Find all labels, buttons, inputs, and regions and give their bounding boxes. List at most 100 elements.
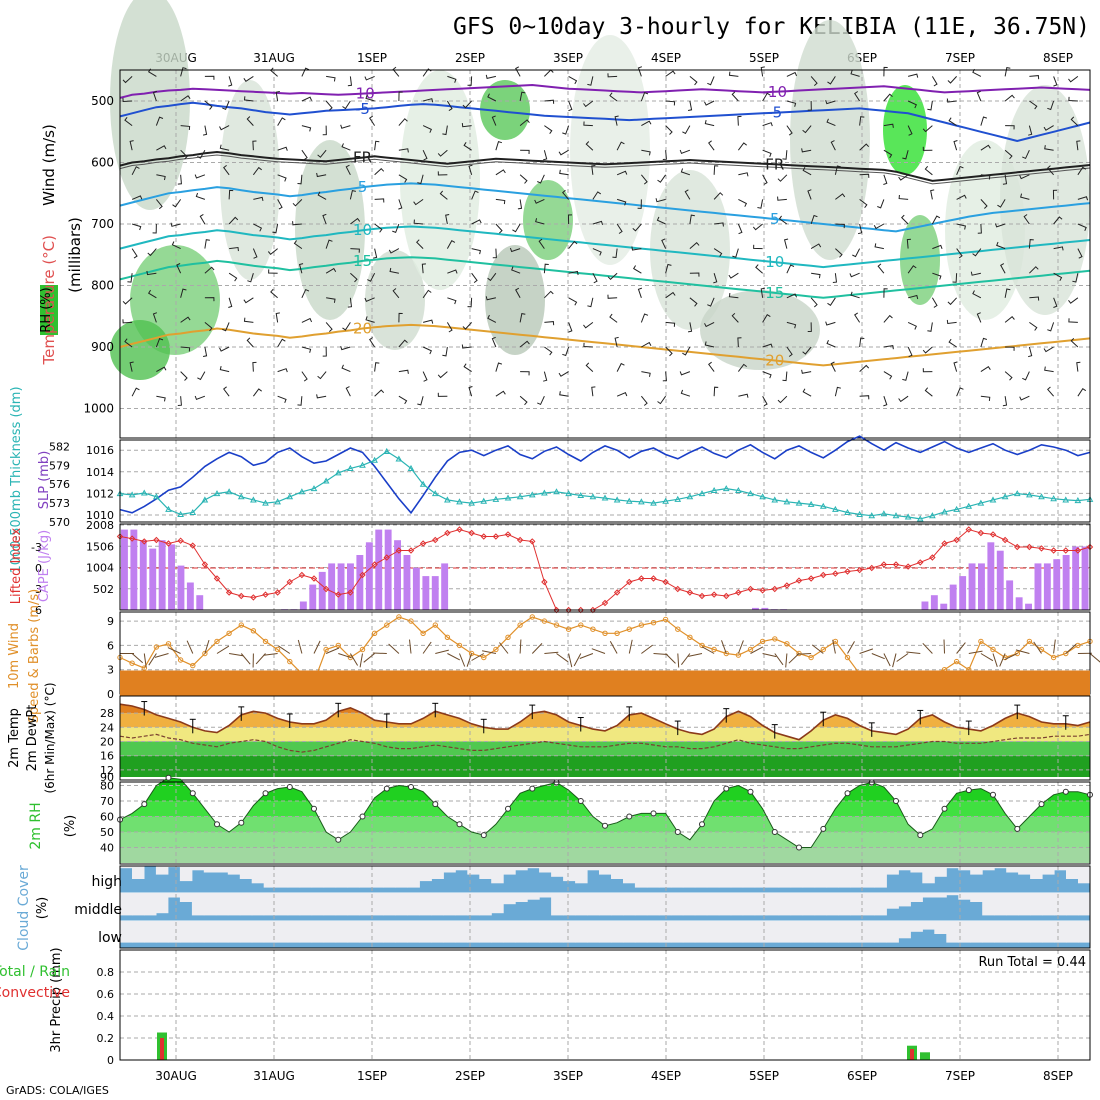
wind-barb — [277, 146, 288, 151]
wind-speed-marker — [274, 646, 281, 653]
wind-barb — [204, 322, 213, 332]
lifted-marker — [1050, 547, 1057, 554]
cape-bar — [1072, 546, 1080, 610]
wind10-barb — [980, 653, 994, 662]
wind-barb — [124, 116, 133, 126]
wind-barb — [417, 174, 424, 185]
wind-barb — [689, 214, 695, 225]
wind-barb — [277, 199, 283, 210]
temp-tick-label: 12 — [100, 764, 114, 777]
wind-barb — [662, 150, 667, 160]
wind-barb — [467, 297, 473, 308]
wind-barb — [762, 149, 772, 157]
wind-barb — [253, 223, 263, 232]
wind-barb — [365, 316, 375, 323]
wind-barb — [388, 248, 400, 254]
cloud-clear-cell — [658, 866, 672, 888]
wind-barb — [753, 244, 763, 250]
wind-barb — [762, 395, 768, 407]
wind-barb — [1029, 266, 1039, 274]
cloud-panel: high middle low — [74, 865, 1091, 949]
wind10-barb — [148, 653, 157, 666]
rh-marker — [456, 821, 463, 828]
wind-barb — [616, 223, 623, 234]
cloud-clear-cell — [1018, 866, 1031, 875]
bottom-date-label: 7SEP — [945, 1069, 975, 1083]
cloud-clear-cell — [551, 893, 564, 916]
cloud-clear-cell — [778, 866, 792, 888]
cloud-clear-cell — [227, 866, 241, 875]
wind-barb — [859, 395, 870, 400]
wind-barb — [802, 388, 812, 397]
wind-barb — [786, 264, 795, 274]
wind-barb — [883, 123, 894, 128]
wind10-barb — [943, 639, 945, 654]
lifted-marker — [322, 585, 330, 593]
wind-barb — [682, 125, 691, 135]
cloud-clear-cell — [347, 893, 360, 916]
wind-barb — [301, 67, 310, 77]
cloud-clear-cell — [563, 866, 576, 882]
wind-barb — [614, 336, 619, 348]
thickness-marker — [431, 490, 439, 497]
wind-speed-marker — [638, 622, 645, 628]
wind-barb — [122, 319, 133, 324]
wind-barb — [537, 395, 545, 406]
wind-barb — [495, 362, 503, 372]
cape-bar — [431, 576, 439, 610]
cloud-clear-cell — [311, 866, 325, 888]
precip-conv-bar — [910, 1049, 914, 1060]
wind-barb — [392, 288, 400, 299]
wind-speed-marker — [565, 626, 572, 632]
wind-speed-marker — [481, 654, 487, 661]
wind-barb — [953, 140, 958, 151]
lifted-marker — [347, 589, 354, 596]
cloud-clear-cell — [850, 893, 863, 916]
wind-barb — [583, 342, 593, 348]
wind-barb — [849, 272, 860, 278]
wind-speed-marker — [687, 634, 693, 640]
wind-speed-marker — [408, 618, 414, 624]
wind-barb — [568, 270, 579, 276]
cape-bar — [1025, 603, 1032, 610]
wind-speed-marker — [529, 614, 535, 620]
wind-barb — [952, 273, 958, 283]
wind-barb — [176, 263, 182, 274]
wind-speed-marker — [287, 658, 293, 665]
cape-bar — [412, 567, 420, 610]
lifted-marker — [1026, 543, 1033, 551]
wind10-barb — [573, 653, 582, 667]
wind-barb — [277, 174, 287, 182]
cloud-clear-cell — [515, 893, 528, 902]
wind-barb — [927, 322, 933, 332]
wind10-barb — [167, 647, 181, 654]
wind10-barb — [435, 649, 449, 654]
wind-barb — [398, 91, 403, 102]
cape-tick-label: 2008 — [86, 519, 114, 532]
wind10-barb — [1089, 653, 1100, 663]
thickness-tick-label: 579 — [49, 459, 70, 472]
cloud-clear-cell — [611, 893, 624, 916]
lifted-marker — [444, 529, 451, 537]
temp-tick-label: 28 — [100, 707, 114, 720]
wind-barb — [491, 336, 497, 348]
wind-barb — [277, 338, 286, 348]
wind-barb — [737, 337, 742, 348]
cloud-clear-cell — [467, 893, 480, 916]
wind-barb — [1047, 322, 1055, 332]
wind-barb — [446, 322, 453, 333]
wind-speed-marker — [820, 646, 826, 653]
wind-barb — [777, 196, 787, 201]
lifted-marker — [238, 592, 245, 600]
rh-marker — [796, 844, 802, 851]
wind-barb — [511, 266, 521, 274]
cape-bar — [996, 550, 1004, 610]
thickness-label: 1000-500mb Thickness (dm) — [9, 386, 24, 573]
cloud-clear-cell — [120, 866, 133, 869]
wind-barb — [1053, 246, 1064, 251]
thickness-marker — [492, 495, 500, 502]
rh-marker — [141, 801, 148, 808]
wind-barb — [637, 66, 643, 77]
wind-speed-marker — [553, 622, 560, 628]
wind-barb — [713, 165, 719, 175]
